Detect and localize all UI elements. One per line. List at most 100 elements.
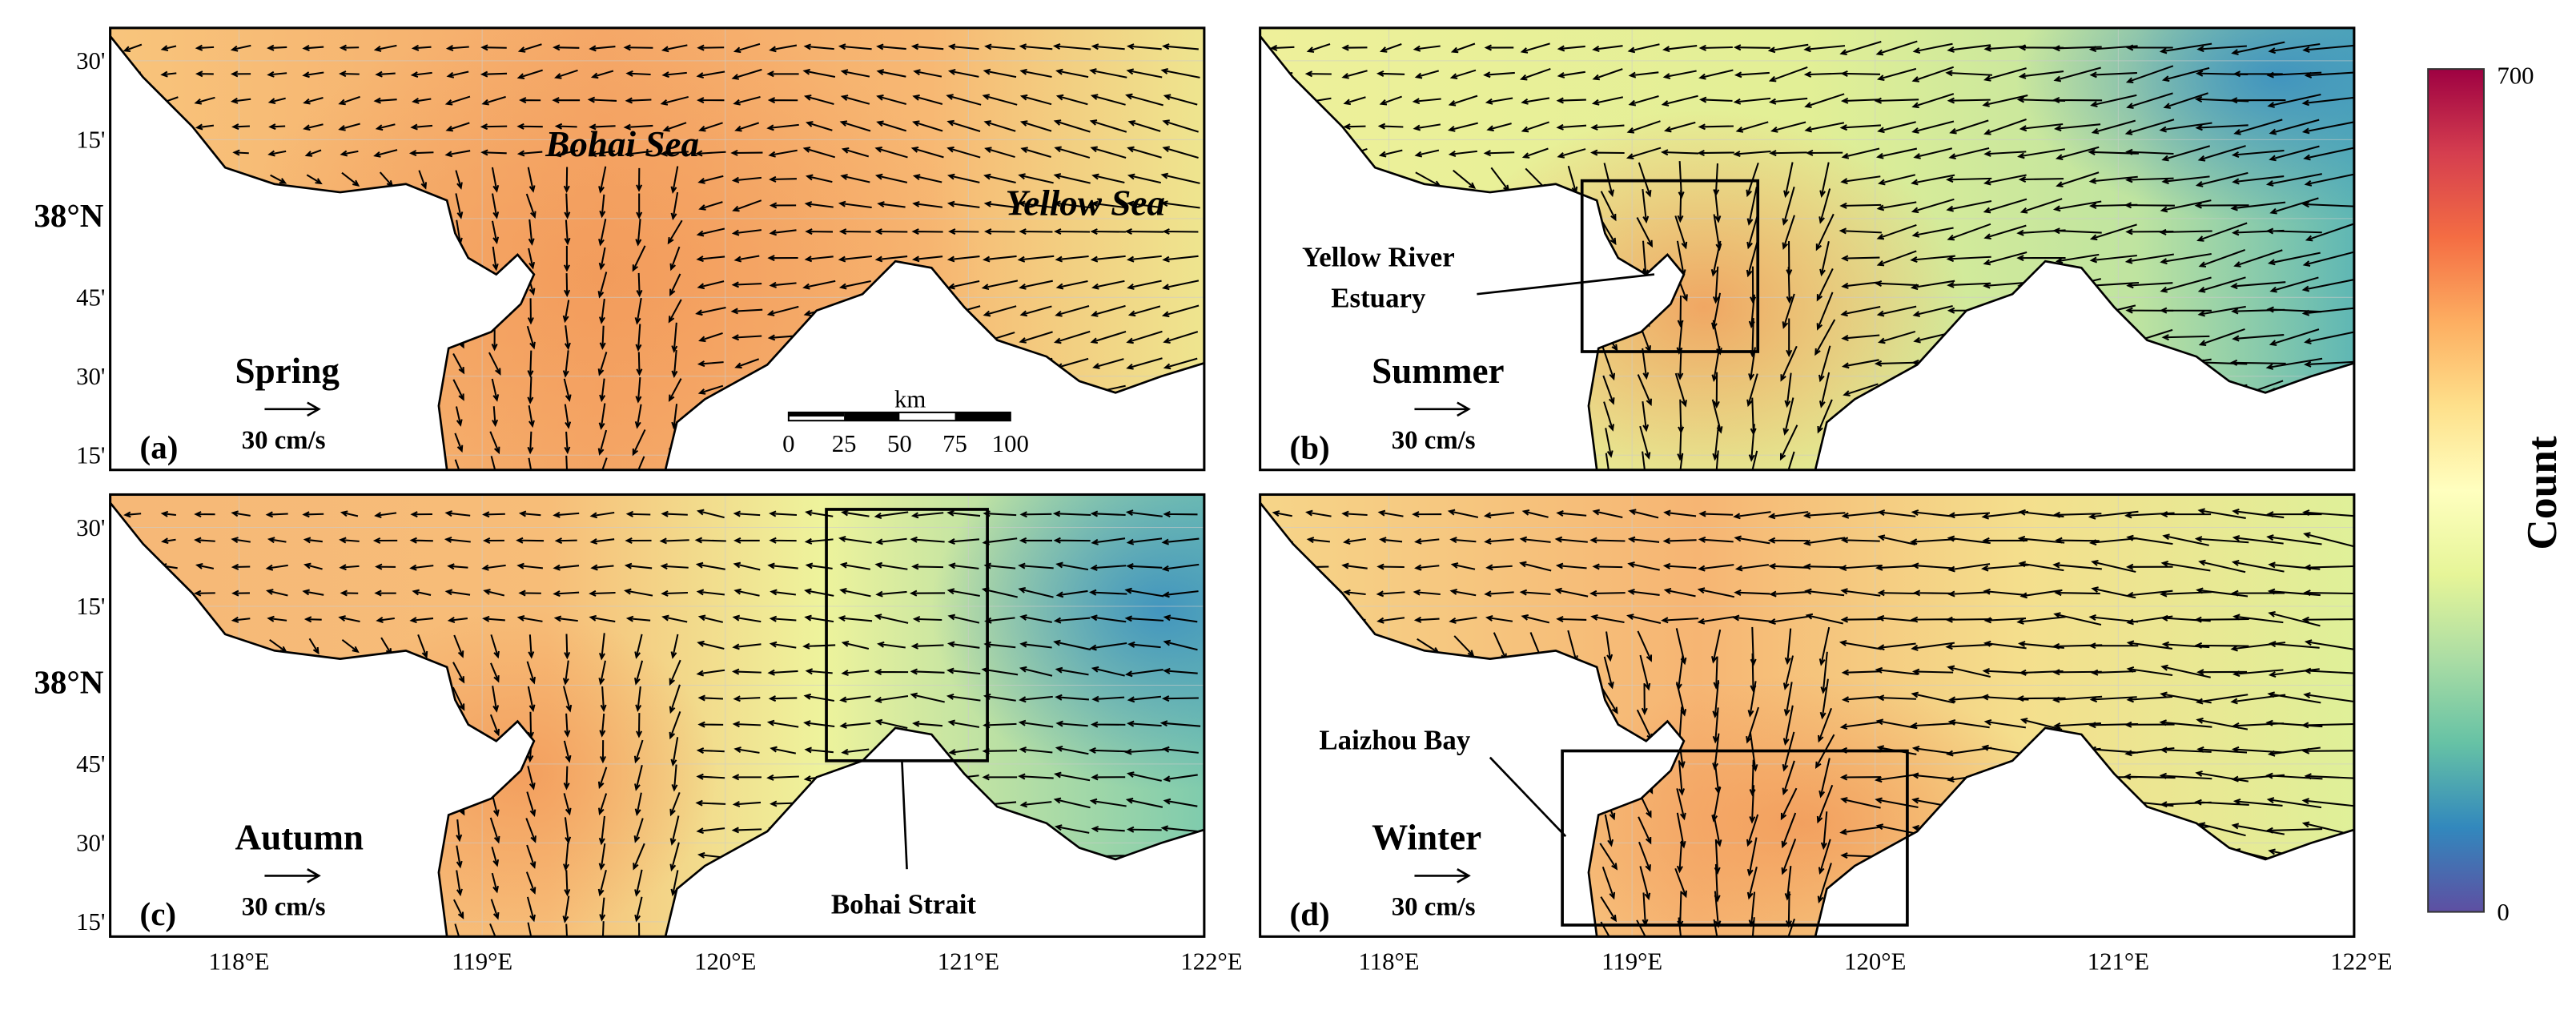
current-arrow: [766, 123, 799, 131]
current-arrow: [874, 173, 908, 183]
current-arrow: [1818, 839, 1831, 875]
current-arrow: [267, 97, 286, 104]
current-arrow: [2091, 669, 2136, 676]
current-arrow: [1749, 785, 1756, 824]
current-arrow: [633, 843, 645, 871]
current-arrow: [769, 537, 797, 544]
current-arrow: [1590, 614, 1625, 623]
current-arrow: [231, 510, 251, 517]
current-arrow: [1053, 639, 1091, 651]
current-arrow: [1876, 223, 1917, 240]
current-arrow: [372, 537, 398, 544]
current-arrow: [1805, 613, 1844, 625]
current-arrow: [733, 42, 761, 54]
lat-tick-label: 15': [76, 593, 105, 620]
current-arrow: [2267, 746, 2321, 757]
current-arrow: [599, 633, 605, 661]
current-arrow: [1521, 147, 1549, 159]
current-arrow: [1018, 587, 1054, 598]
current-arrow: [1379, 43, 1402, 53]
current-arrow: [1712, 266, 1719, 304]
current-arrow: [456, 870, 463, 897]
scale-arrow-label: 30 cm/s: [1392, 426, 1476, 455]
current-arrow: [1592, 45, 1623, 52]
current-arrow: [490, 899, 500, 920]
current-arrow: [1746, 373, 1758, 408]
current-arrow: [1055, 280, 1088, 290]
current-arrow: [2159, 719, 2212, 728]
lat-tick-label: 38°N: [34, 664, 103, 701]
current-arrow: [1910, 280, 1955, 291]
current-arrow: [841, 147, 870, 158]
current-arrow: [2233, 249, 2283, 268]
current-arrow: [1055, 694, 1090, 701]
lat-tick-label: 30': [76, 363, 105, 390]
current-arrow: [562, 350, 569, 378]
current-arrow: [1341, 70, 1368, 79]
current-arrow: [634, 297, 642, 325]
highlight-box: [825, 508, 989, 762]
current-arrow: [2196, 45, 2247, 53]
current-arrow: [2267, 691, 2321, 704]
current-arrow: [1090, 331, 1127, 344]
panel-content: [1260, 494, 2354, 937]
current-arrow: [308, 638, 319, 655]
current-arrow: [802, 147, 836, 159]
current-arrow: [637, 923, 641, 937]
current-arrow: [231, 616, 251, 623]
scale-bar-tick: 100: [992, 430, 1029, 457]
current-arrow: [697, 640, 725, 650]
current-arrow: [1781, 812, 1797, 849]
current-arrow: [2089, 255, 2137, 264]
current-arrow: [1912, 589, 1953, 597]
current-arrow: [2195, 694, 2248, 705]
current-arrow: [946, 256, 980, 263]
current-arrow: [481, 564, 506, 571]
current-arrow: [2268, 611, 2321, 627]
current-arrow: [2266, 511, 2322, 518]
current-arrow: [598, 793, 608, 816]
current-arrow: [2162, 533, 2209, 546]
current-arrow: [2124, 721, 2175, 728]
current-arrow: [912, 174, 942, 183]
current-arrow: [1820, 811, 1828, 851]
current-arrow: [412, 97, 432, 104]
current-arrow: [1089, 589, 1127, 596]
scale-bar-tick: 25: [832, 430, 857, 457]
current-arrow: [1343, 96, 1366, 106]
current-arrow: [193, 589, 215, 597]
current-arrow: [1162, 146, 1199, 159]
season-label: Spring: [235, 351, 340, 391]
current-arrow: [1947, 281, 1991, 288]
current-arrow: [1698, 44, 1733, 51]
current-arrow: [1877, 534, 1916, 545]
current-arrow: [697, 721, 724, 728]
current-arrow: [1674, 372, 1687, 408]
current-arrow: [1711, 629, 1722, 664]
current-arrow: [2125, 65, 2174, 84]
current-arrow: [1945, 643, 1992, 650]
current-arrow: [1124, 669, 1163, 678]
current-arrow: [1590, 123, 1625, 131]
current-arrow: [2198, 328, 2245, 346]
current-arrow: [1090, 304, 1126, 317]
current-arrow: [598, 660, 606, 686]
current-arrow: [267, 615, 287, 622]
current-arrow: [2018, 70, 2064, 79]
current-arrow: [1746, 837, 1758, 877]
current-arrow: [1053, 173, 1091, 184]
current-arrow: [1628, 71, 1659, 78]
current-arrow: [1519, 561, 1552, 572]
current-arrow: [1662, 70, 1697, 79]
current-arrow: [946, 641, 980, 649]
panel-frame: [109, 26, 1206, 472]
current-arrow: [1663, 509, 1697, 517]
current-arrow: [516, 614, 543, 622]
current-arrow: [1875, 147, 1918, 159]
current-arrow: [636, 713, 643, 738]
current-arrow: [2161, 145, 2211, 162]
current-arrow: [562, 686, 573, 713]
current-arrow: [1127, 120, 1161, 132]
current-arrow: [1521, 614, 1550, 624]
current-arrow: [767, 562, 798, 569]
